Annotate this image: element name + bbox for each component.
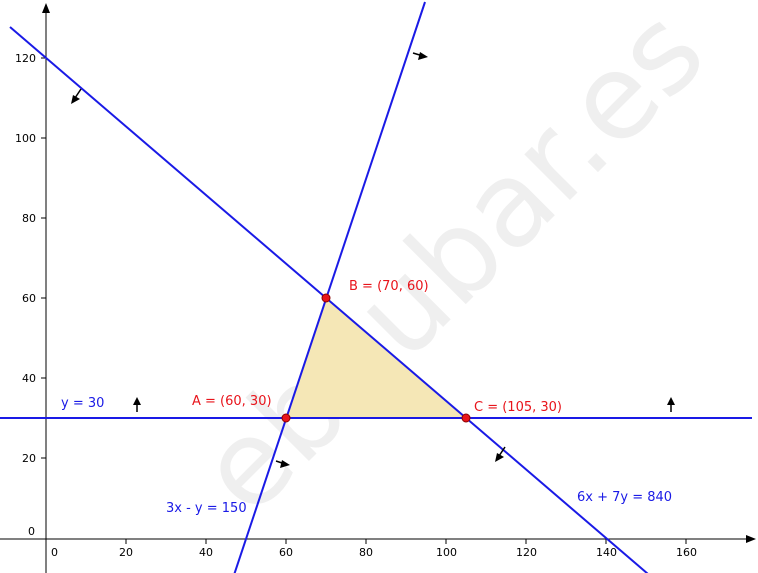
label-6x-plus-7y-840: 6x + 7y = 840	[577, 490, 672, 505]
arrow-right-icon	[412, 52, 428, 60]
x-tick-label: 40	[199, 546, 213, 559]
x-tick-label: 100	[436, 546, 457, 559]
line-3x-minus-y-150	[233, 1, 426, 573]
y-tick-label: 0	[28, 525, 35, 538]
label-3x-minus-y-150: 3x - y = 150	[166, 501, 247, 516]
arrow-down-left-icon	[71, 88, 82, 104]
arrow-down-left-icon	[495, 446, 506, 462]
x-tick-label: 0	[51, 546, 58, 559]
label-point-b: B = (70, 60)	[349, 279, 429, 294]
y-tick-label: 100	[15, 132, 36, 145]
y-tick-label: 120	[15, 52, 36, 65]
y-tick-label: 80	[22, 212, 36, 225]
x-tick-label: 140	[596, 546, 617, 559]
feasible-region	[286, 298, 466, 418]
y-tick-label: 60	[22, 292, 36, 305]
x-axis-arrow	[746, 535, 756, 543]
x-tick-label: 160	[676, 546, 697, 559]
watermark: ebaubar.es	[172, 0, 730, 540]
x-tick-label: 60	[279, 546, 293, 559]
label-point-c: C = (105, 30)	[474, 400, 562, 415]
x-tick-label: 120	[516, 546, 537, 559]
y-tick-label: 40	[22, 372, 36, 385]
x-tick-label: 20	[119, 546, 133, 559]
x-axis: 0 20 40 60 80 100 120 140 160	[0, 535, 756, 559]
point-b	[321, 293, 331, 303]
arrow-right-icon	[275, 460, 290, 468]
y-tick-label: 20	[22, 452, 36, 465]
arrow-up-icon	[133, 397, 141, 412]
y-axis-arrow	[42, 3, 50, 13]
label-point-a: A = (60, 30)	[192, 394, 272, 409]
y-axis: 0 20 40 60 80 100 120	[15, 3, 50, 573]
label-y-equals-30: y = 30	[61, 396, 104, 411]
arrow-up-icon	[667, 397, 675, 412]
x-tick-label: 80	[359, 546, 373, 559]
point-c	[461, 413, 471, 423]
point-a	[281, 413, 291, 423]
